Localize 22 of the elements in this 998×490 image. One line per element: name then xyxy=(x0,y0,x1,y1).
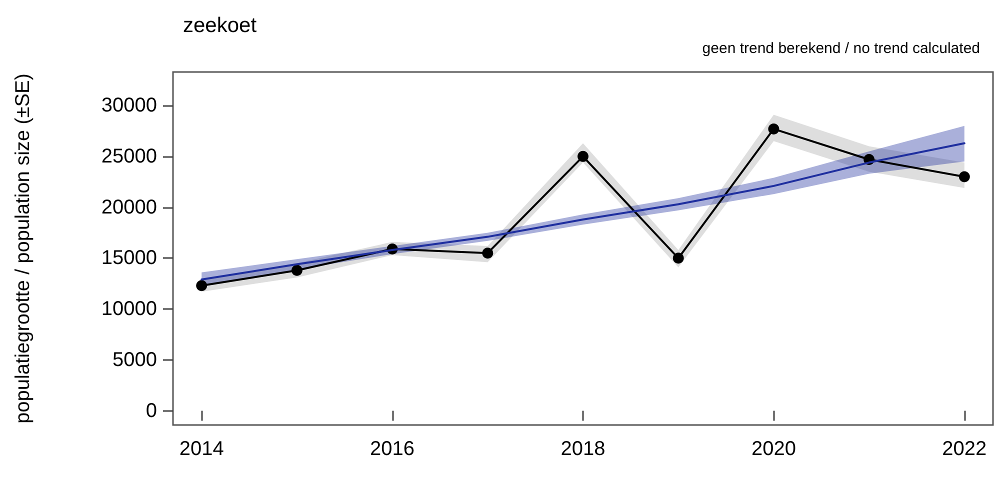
chart-title: zeekoet xyxy=(183,14,257,37)
y-axis-title: populatiegrootte / population size (±SE) xyxy=(12,73,34,424)
y-tick-label: 15000 xyxy=(101,247,157,270)
point xyxy=(578,150,588,162)
point xyxy=(768,123,780,134)
y-tick-label: 20000 xyxy=(101,196,157,218)
y-tick-label: 0 xyxy=(146,400,157,422)
x-tick-label: 2018 xyxy=(560,438,606,460)
y-tick-label: 10000 xyxy=(101,298,157,320)
point xyxy=(196,280,208,292)
y-tick-label: 25000 xyxy=(101,145,157,168)
x-tick-label: 2014 xyxy=(179,438,224,460)
point xyxy=(482,248,494,259)
y-tick-label: 5000 xyxy=(112,348,157,371)
point xyxy=(291,264,302,276)
y-tick-label: 30000 xyxy=(101,94,157,117)
point xyxy=(672,252,684,264)
x-tick-label: 2022 xyxy=(942,438,987,460)
text: geen trend berekend / no trend calculated xyxy=(702,40,980,57)
point xyxy=(958,171,970,182)
x-tick-label: 2020 xyxy=(751,438,796,460)
x-tick-label: 2016 xyxy=(370,438,415,460)
